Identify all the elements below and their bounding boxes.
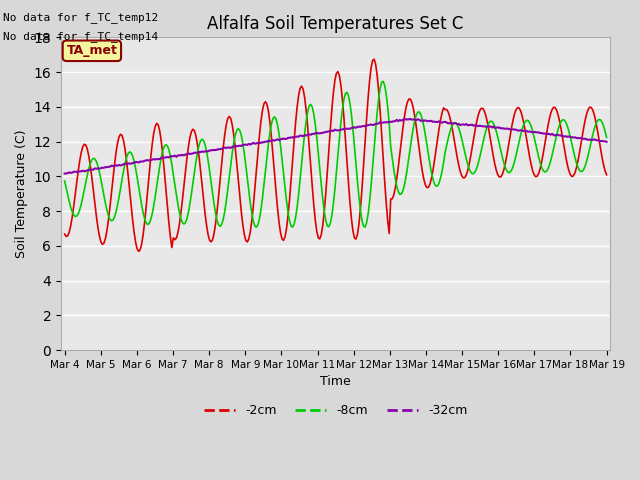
-8cm <box>603 134 611 140</box>
-8cm <box>61 178 68 184</box>
-2cm <box>127 202 135 208</box>
-8cm <box>127 150 135 156</box>
-2cm <box>224 116 232 121</box>
-2cm <box>135 249 143 254</box>
-32cm <box>298 133 305 139</box>
-32cm <box>406 116 414 122</box>
Text: No data for f_TC_temp12: No data for f_TC_temp12 <box>3 12 159 23</box>
-2cm <box>251 186 259 192</box>
Title: Alfalfa Soil Temperatures Set C: Alfalfa Soil Temperatures Set C <box>207 15 464 33</box>
-2cm <box>242 238 250 243</box>
-8cm <box>575 168 583 173</box>
Line: -2cm: -2cm <box>65 59 607 252</box>
X-axis label: Time: Time <box>320 375 351 388</box>
-8cm <box>300 145 307 151</box>
Y-axis label: Soil Temperature (C): Soil Temperature (C) <box>15 130 28 258</box>
Text: No data for f_TC_temp14: No data for f_TC_temp14 <box>3 31 159 42</box>
Line: -8cm: -8cm <box>65 81 607 227</box>
-8cm <box>222 199 230 205</box>
-32cm <box>603 139 611 145</box>
-2cm <box>61 231 68 237</box>
-32cm <box>250 140 257 146</box>
-8cm <box>241 150 248 156</box>
-32cm <box>222 145 230 151</box>
-2cm <box>603 172 611 178</box>
-8cm <box>380 78 387 84</box>
-2cm <box>371 56 378 62</box>
-32cm <box>127 161 135 167</box>
-2cm <box>300 86 307 92</box>
-8cm <box>250 218 257 224</box>
-32cm <box>241 142 248 148</box>
Line: -32cm: -32cm <box>65 119 607 174</box>
-2cm <box>575 150 583 156</box>
Legend: -2cm, -8cm, -32cm: -2cm, -8cm, -32cm <box>199 399 472 422</box>
-8cm <box>253 224 260 230</box>
-32cm <box>574 135 582 141</box>
Text: TA_met: TA_met <box>67 44 117 57</box>
-32cm <box>61 171 68 177</box>
